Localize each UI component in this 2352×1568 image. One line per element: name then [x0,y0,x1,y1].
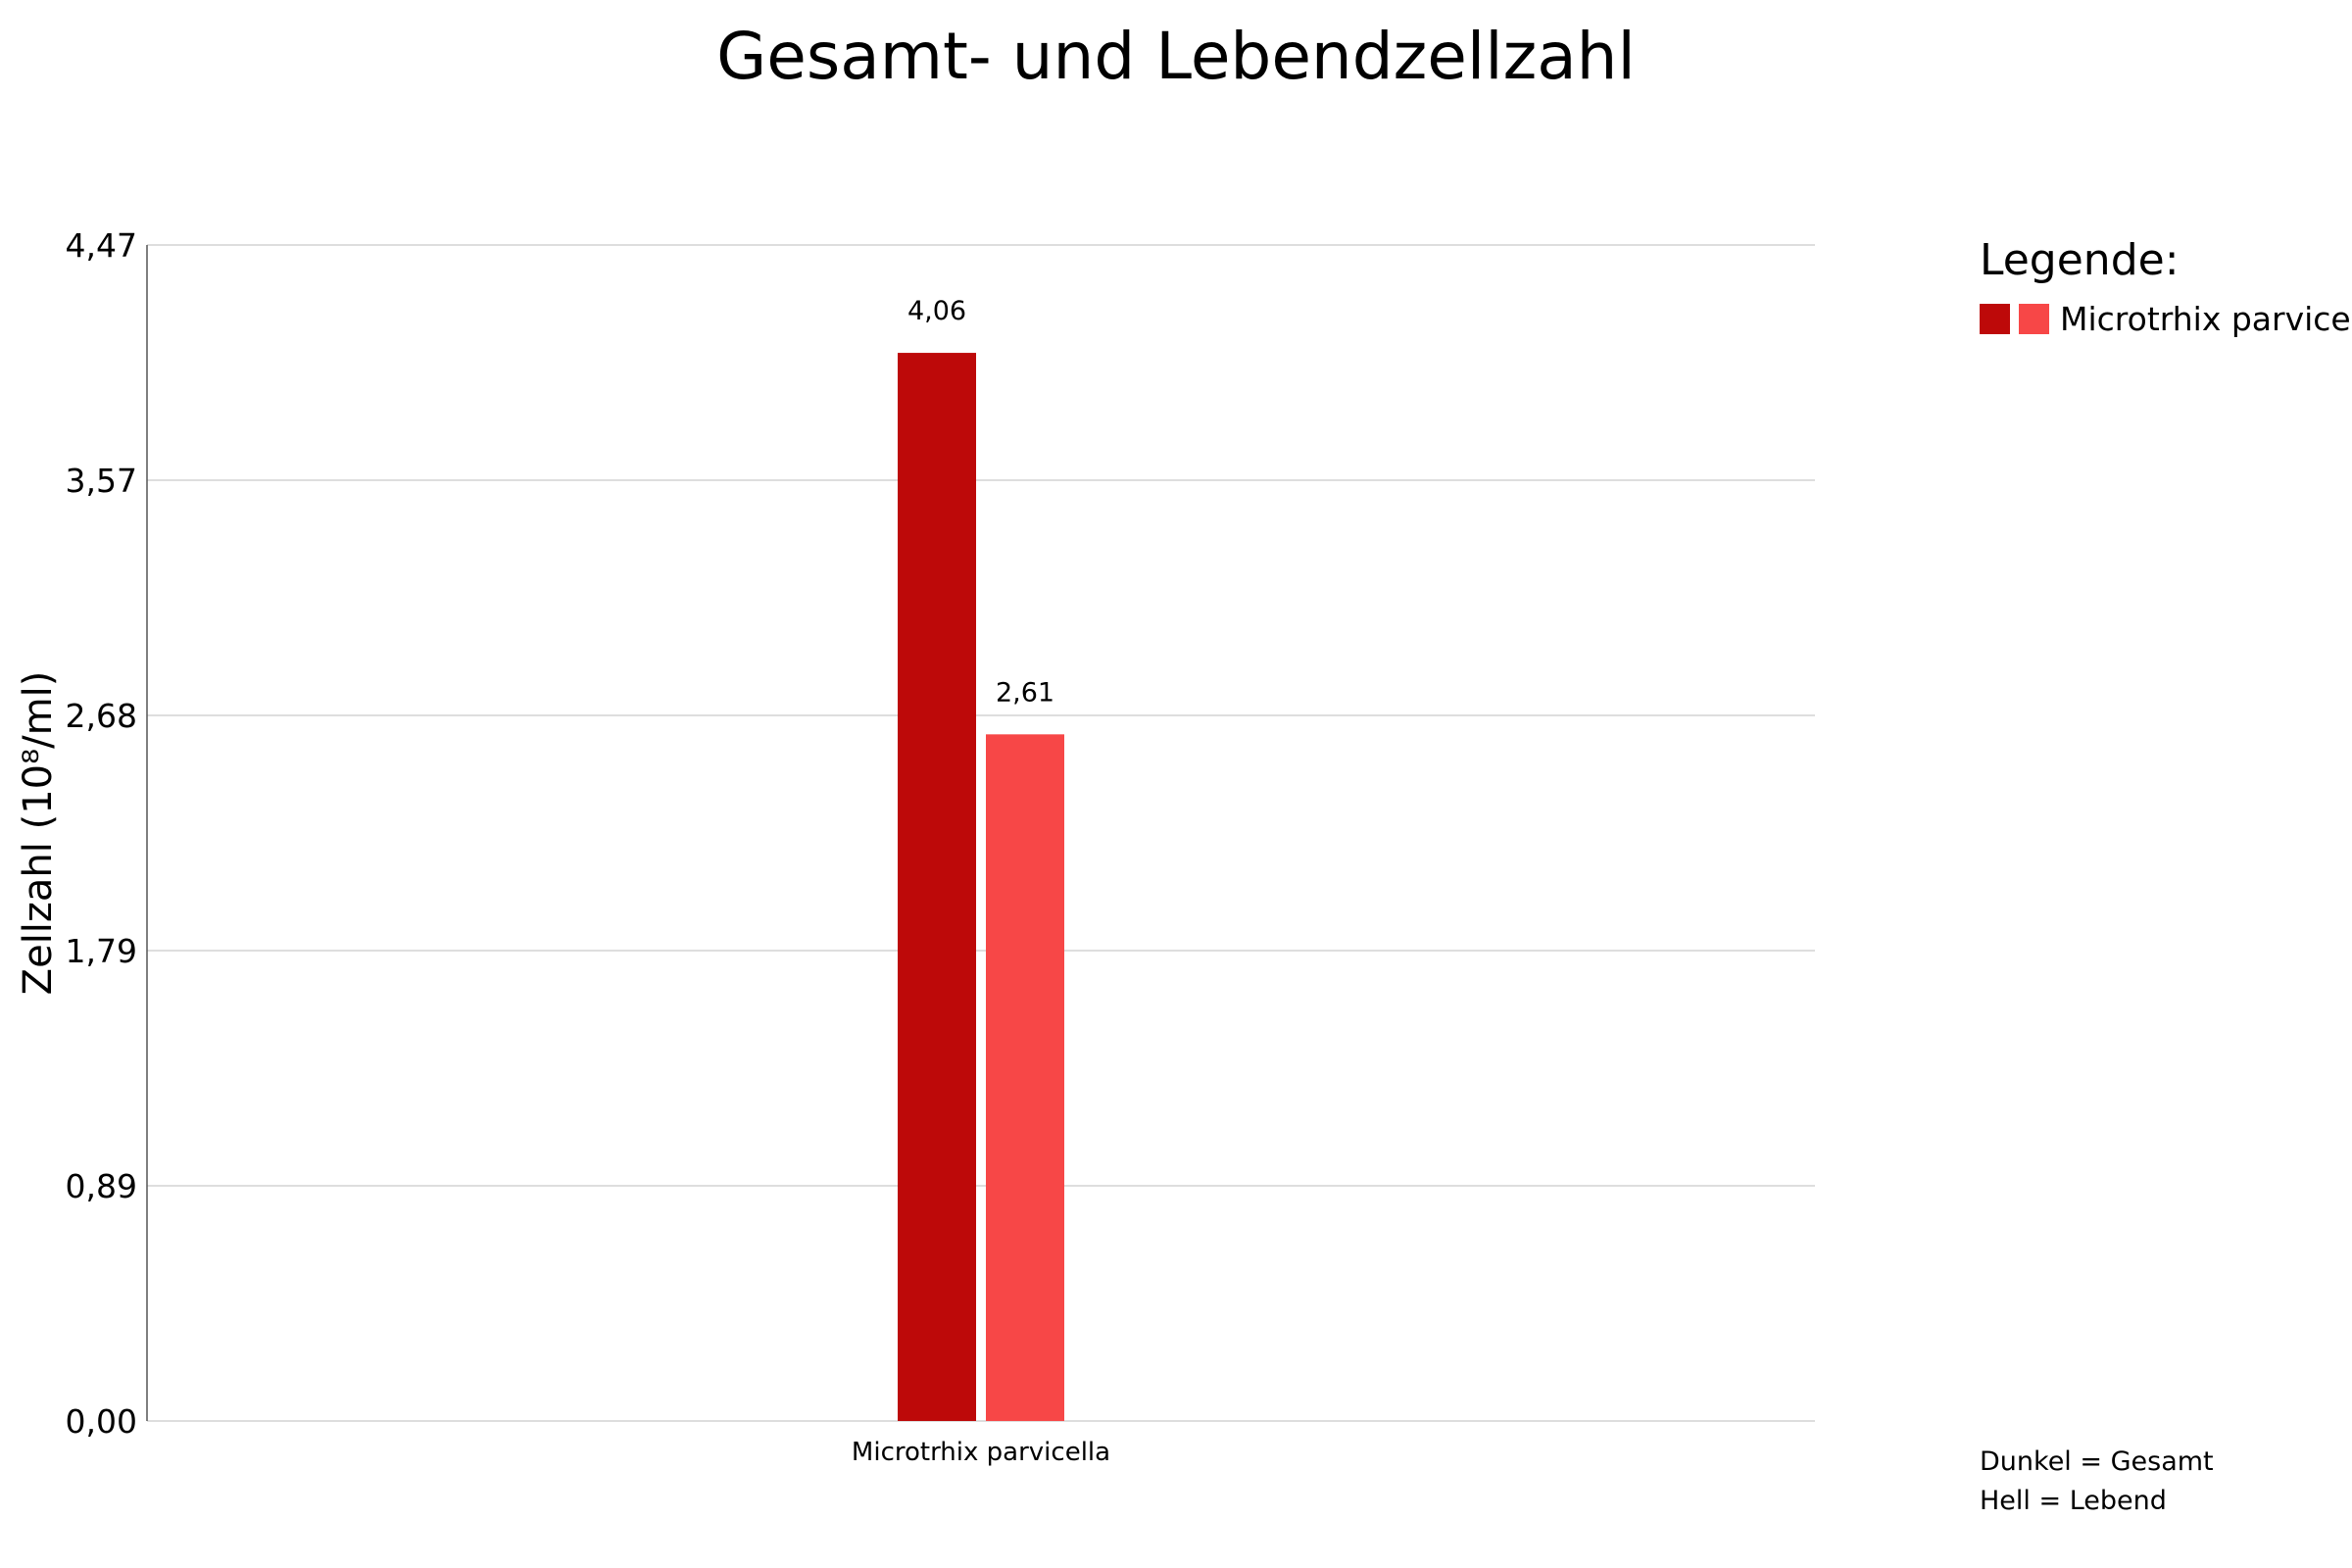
legend-notes: Dunkel = Gesamt Hell = Lebend [1980,1446,2214,1516]
y-tick-label: 4,47 [66,226,137,265]
legend-title: Legende: [1980,235,2180,285]
y-tick-label: 0,89 [66,1167,137,1205]
bar [986,734,1064,1421]
chart-title: Gesamt- und Lebendzellzahl [716,19,1636,94]
grid-lines [147,244,1815,1422]
legend-swatch [2019,304,2049,334]
legend-swatch [1980,304,2010,334]
bar [898,353,976,1421]
legend: Legende: Microtrhix parvicell Dunkel = G… [1980,235,2352,1516]
category-labels: Microtrhix parvicella [852,1438,1110,1467]
y-tick-label: 0,00 [66,1402,137,1441]
legend-note: Hell = Lebend [1980,1486,2167,1516]
data-label: 4,06 [907,296,966,326]
legend-entries: Microtrhix parvicell [1980,300,2352,338]
data-label: 2,61 [996,677,1054,708]
legend-label: Microtrhix parvicell [2060,300,2352,338]
y-ticks: 0,00 0,89 1,79 2,68 3,57 4,47 [66,226,137,1441]
y-tick-label: 1,79 [66,932,137,970]
y-tick-label: 3,57 [66,462,137,500]
y-tick-label: 2,68 [66,697,137,735]
y-axis-label: Zellzahl (10⁸/ml) [16,671,61,996]
bars: 4,06 2,61 [898,296,1064,1421]
category-label: Microtrhix parvicella [852,1438,1110,1467]
legend-note: Dunkel = Gesamt [1980,1446,2214,1477]
